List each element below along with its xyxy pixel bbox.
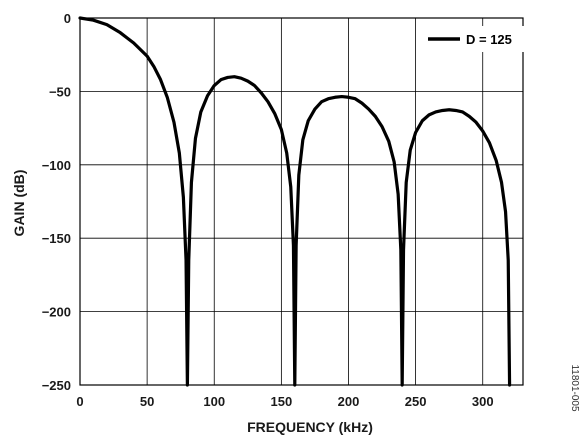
series-line-0	[78, 16, 512, 387]
y-tick-label-4: −200	[42, 305, 71, 320]
x-tick-label-5: 250	[405, 394, 427, 409]
y-tick-label-3: −150	[42, 231, 71, 246]
y-axis-ticks: 0 −50 −100 −150 −200 −250	[42, 11, 71, 393]
y-tick-label-2: −100	[42, 158, 71, 173]
plot-area-border	[79, 17, 524, 386]
grid-lines	[80, 18, 523, 385]
figure-id: 11801-005	[569, 364, 580, 412]
x-axis-ticks: 0 50 100 150 200 250 300	[76, 394, 493, 409]
series-d-125	[78, 16, 512, 387]
legend: D = 125	[416, 26, 528, 52]
y-axis-title: GAIN (dB)	[11, 170, 27, 237]
y-tick-label-1: −50	[49, 84, 71, 99]
x-axis-title: FREQUENCY (kHz)	[247, 419, 373, 435]
x-tick-label-2: 100	[203, 394, 225, 409]
legend-entry-d-125: D = 125	[466, 32, 512, 47]
y-tick-label-0: 0	[64, 11, 71, 26]
y-tick-label-5: −250	[42, 378, 71, 393]
x-tick-label-1: 50	[140, 394, 154, 409]
x-tick-label-6: 300	[472, 394, 494, 409]
x-tick-label-3: 150	[271, 394, 293, 409]
x-tick-label-4: 200	[338, 394, 360, 409]
x-tick-label-0: 0	[76, 394, 83, 409]
